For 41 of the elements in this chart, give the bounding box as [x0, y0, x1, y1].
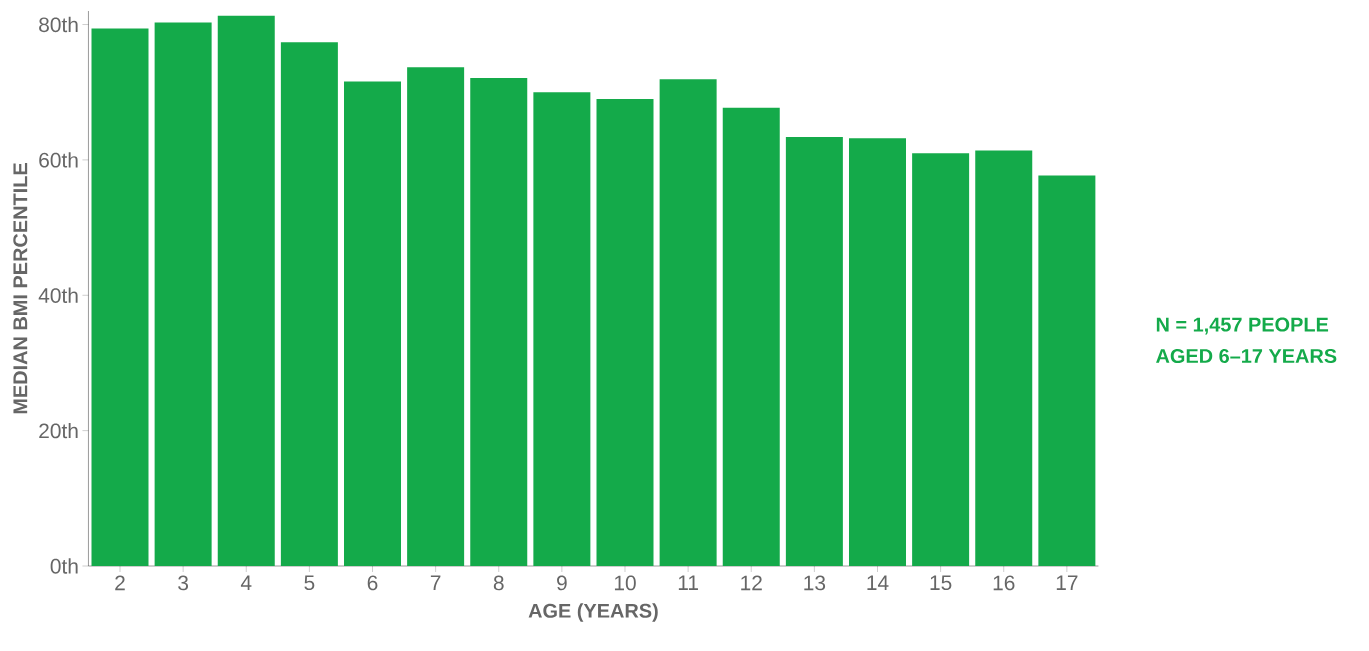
bar: [217, 15, 275, 566]
x-tick-label: 6: [367, 575, 378, 591]
x-tick-label: 10: [614, 575, 636, 591]
text: AGED 6–17 YEARS: [1156, 348, 1337, 364]
x-tick-label: 12: [741, 575, 762, 591]
bar: [975, 150, 1033, 566]
bar: [1038, 175, 1096, 566]
y-tick-label: 40th: [38, 287, 78, 303]
x-tick-label: 14: [867, 575, 889, 590]
text: N = 1,457 PEOPLE: [1156, 317, 1329, 335]
bar: [659, 79, 717, 566]
x-tick-label: 16: [993, 575, 1015, 591]
bar: [280, 42, 338, 566]
y-tick-label: 20th: [39, 422, 78, 439]
bar: [154, 22, 212, 566]
bar: [849, 138, 906, 566]
x-tick-label: 2: [115, 575, 125, 591]
x-axis-title: AGE (YEARS): [528, 603, 658, 622]
x-tick-label: 8: [493, 575, 504, 591]
x-tick-label: 3: [178, 575, 189, 591]
y-tick-label: 80th: [39, 16, 78, 33]
bar: [91, 28, 149, 566]
x-tick-label: 11: [678, 575, 698, 590]
x-tick-label: 7: [430, 575, 441, 590]
x-tick-label: 4: [240, 575, 252, 590]
y-tick-label: 60th: [39, 152, 78, 168]
x-tick-label: 17: [1056, 575, 1078, 590]
bar: [785, 136, 843, 566]
bar: [912, 153, 970, 566]
bar: [596, 98, 654, 566]
bar: [470, 78, 528, 566]
x-tick-label: 9: [557, 575, 567, 591]
bar: [407, 67, 465, 566]
y-tick-label: 0th: [50, 558, 78, 574]
bar: [344, 81, 401, 566]
bar: [722, 107, 780, 566]
x-tick-label: 15: [930, 575, 952, 591]
x-tick-label: 13: [804, 575, 826, 591]
bar: [533, 92, 591, 566]
x-tick-label: 5: [304, 575, 315, 591]
y-axis-title: MEDIAN BMI PERCENTILE: [13, 163, 28, 414]
